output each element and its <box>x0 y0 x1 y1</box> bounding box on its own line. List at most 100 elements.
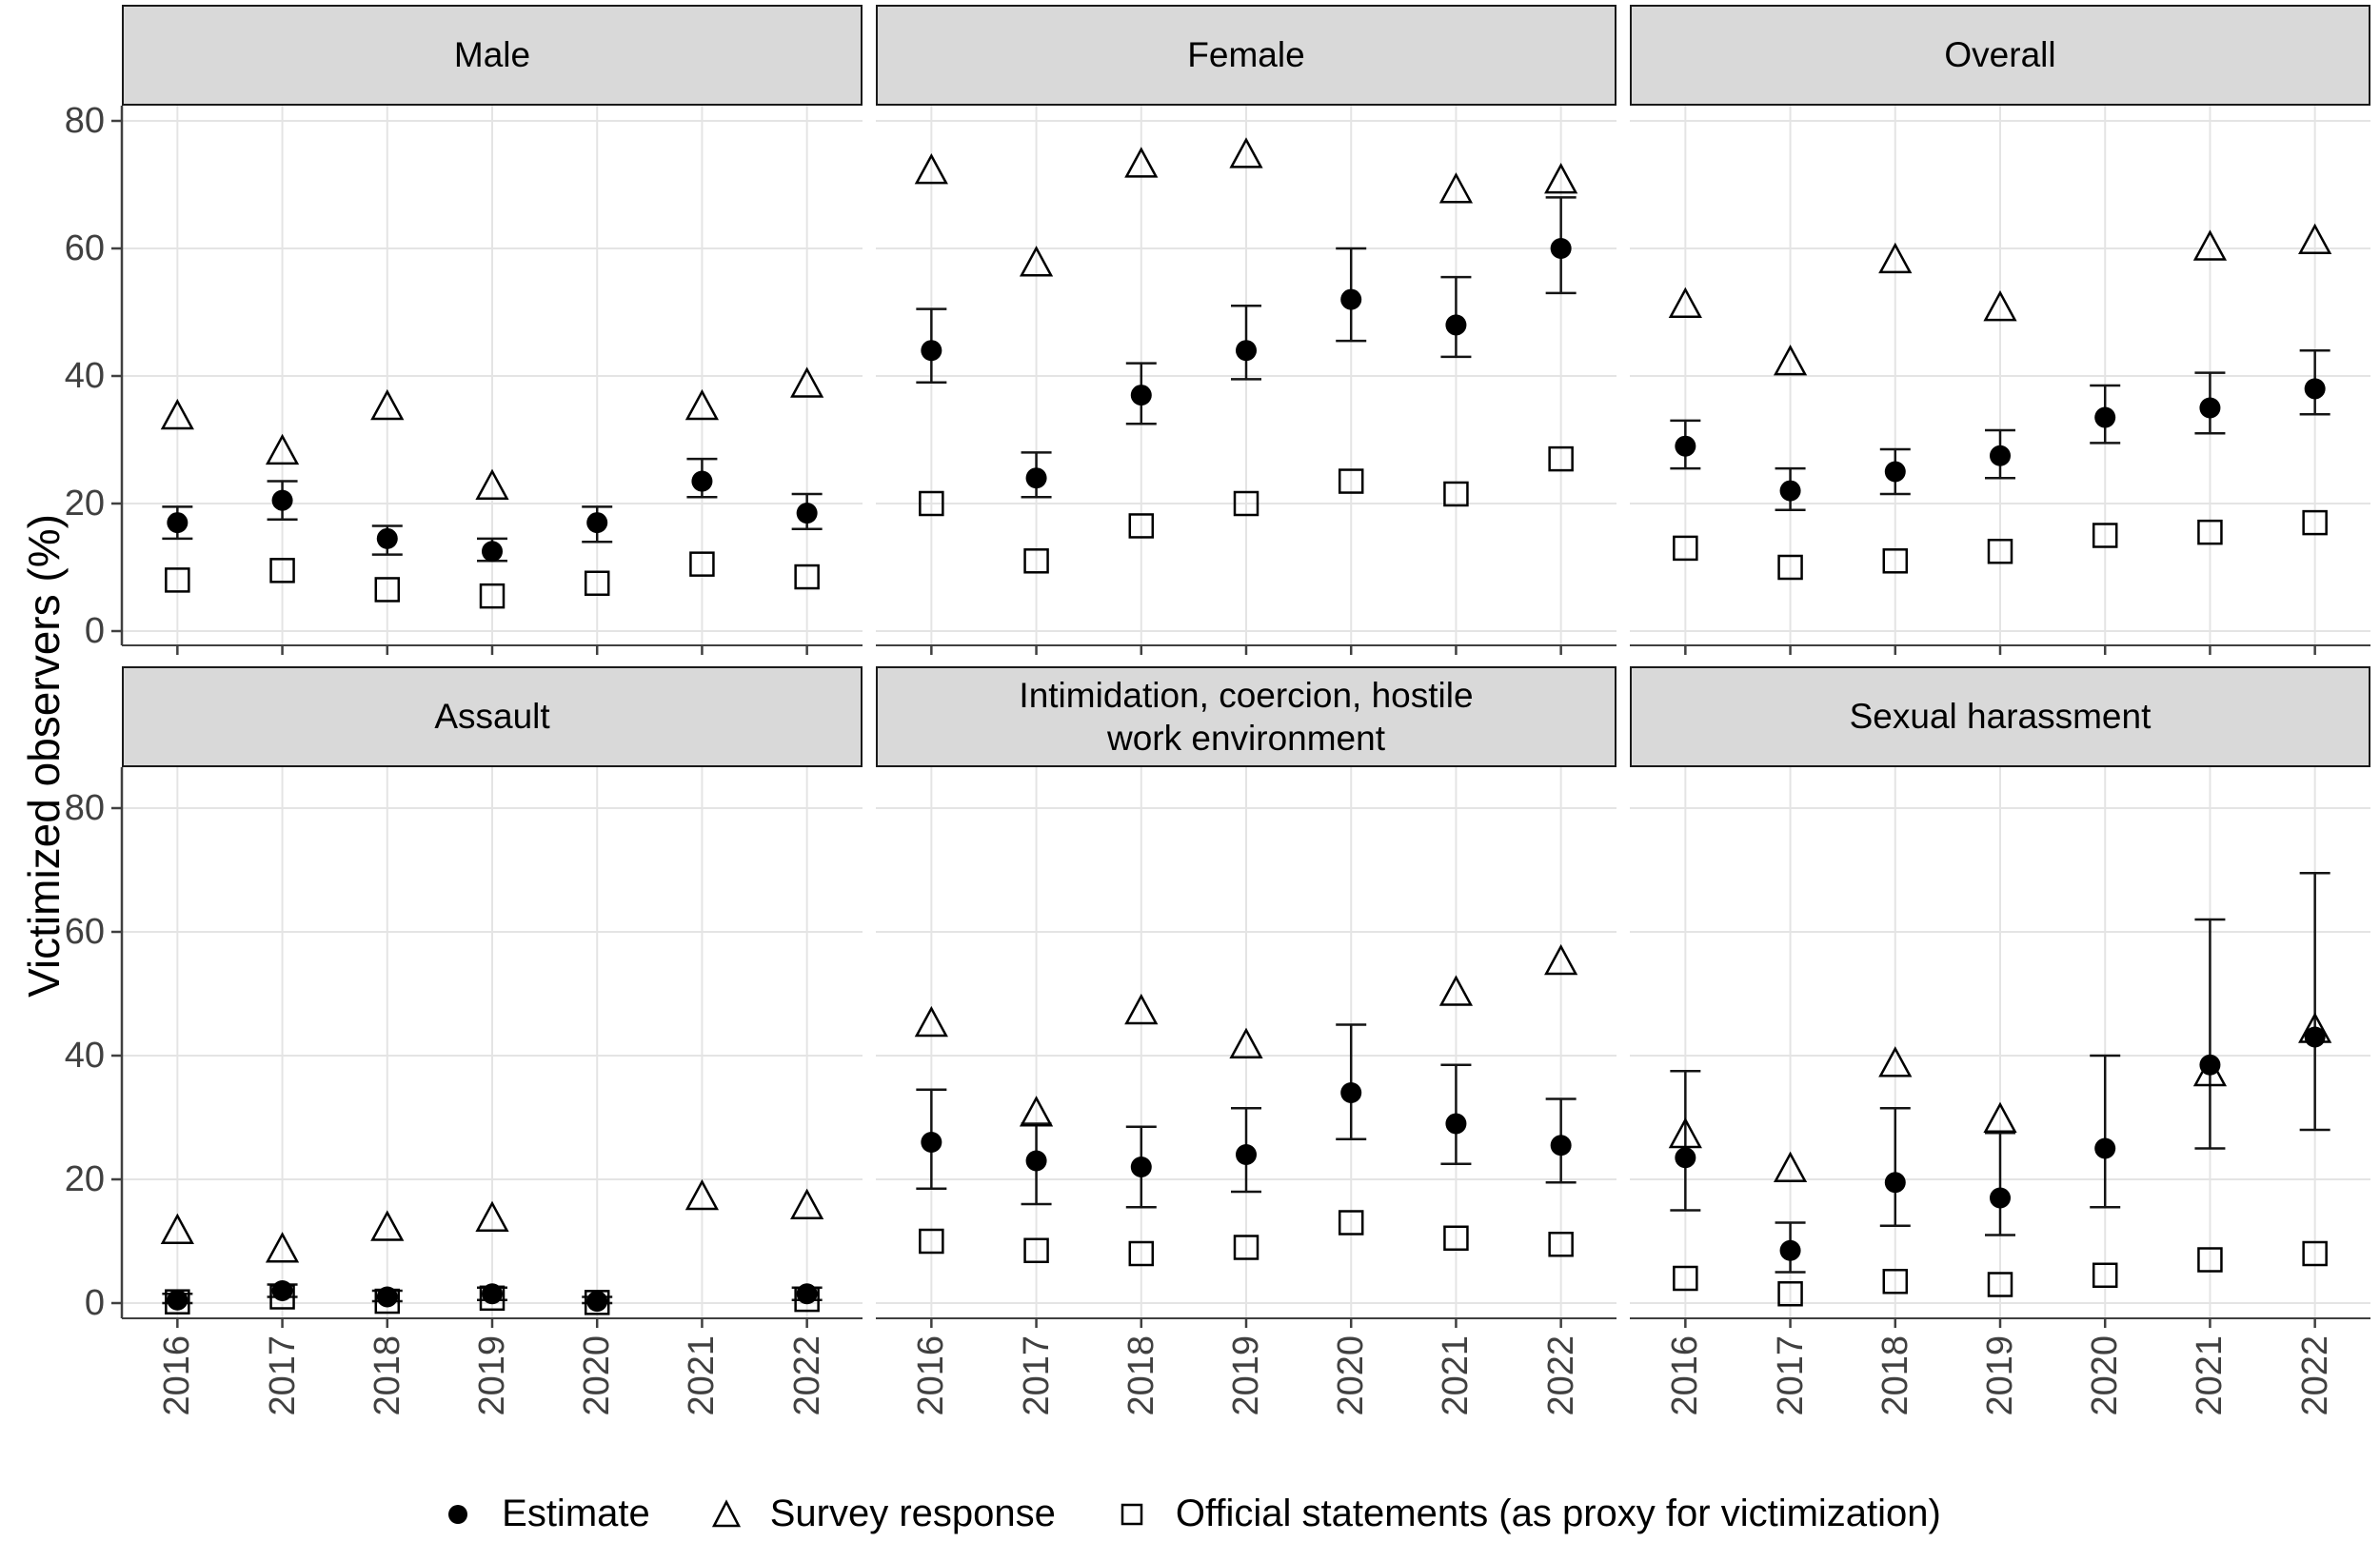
estimate-point <box>796 1283 818 1305</box>
official-statements-point <box>1882 1269 1909 1295</box>
x-tick-label-year: 2018 <box>1874 1335 1915 1416</box>
y-tick-label: 80 <box>64 101 105 141</box>
y-tick-label: 60 <box>64 912 105 952</box>
estimate-point <box>1445 314 1467 336</box>
estimate-point <box>2199 1054 2221 1076</box>
survey-response-point <box>914 152 948 185</box>
estimate-point <box>1675 435 1696 457</box>
official-statements-point <box>1443 1225 1469 1251</box>
estimate-point <box>586 512 608 534</box>
facet-strip-intimidation: Intimidation, coercion, hostile work env… <box>876 666 1616 767</box>
official-statements-point <box>689 551 715 577</box>
y-tick-label: 0 <box>84 611 105 651</box>
official-statements-point <box>1338 468 1364 494</box>
survey-response-point <box>160 398 194 430</box>
legend-item-estimate: Estimate <box>439 1493 650 1535</box>
official-statements-point <box>1023 1237 1049 1263</box>
official-statements-point <box>1338 1210 1364 1236</box>
legend-label-estimate: Estimate <box>502 1493 650 1534</box>
y-tick-label: 80 <box>64 788 105 828</box>
estimate-point <box>482 1283 503 1305</box>
official-statements-point <box>479 583 506 609</box>
x-tick-label-year: 2021 <box>1436 1335 1477 1416</box>
official-statements-point <box>584 1290 610 1315</box>
legend: Estimate Survey response Official statem… <box>0 1493 2380 1535</box>
survey-response-point <box>1019 246 1054 277</box>
x-tick-label-year: 2019 <box>1226 1335 1266 1416</box>
facet-strip-male: Male <box>122 5 863 106</box>
facet-strip-assault: Assault <box>122 666 863 767</box>
panel-background <box>876 106 1616 645</box>
y-tick-label: 60 <box>64 228 105 268</box>
official-statements-point <box>1548 1232 1574 1257</box>
estimate-point <box>482 541 503 563</box>
panel-background <box>1630 767 2370 1318</box>
survey-response-point <box>265 433 300 465</box>
survey-response-point <box>684 1178 720 1211</box>
x-tick-label-year: 2018 <box>367 1335 407 1416</box>
estimate-point <box>1130 1157 1152 1177</box>
estimate-point <box>2304 1026 2326 1048</box>
survey-response-point <box>2298 1012 2332 1043</box>
survey-response-point <box>790 1188 824 1219</box>
survey-response-point <box>1438 172 1474 204</box>
survey-response-point <box>370 388 405 421</box>
estimate-point <box>1340 288 1362 310</box>
official-statements-point <box>269 1284 295 1310</box>
y-tick-label: 0 <box>84 1283 105 1323</box>
survey-response-point <box>265 1232 300 1263</box>
panel-background <box>1630 106 2370 645</box>
official-statements-point <box>374 577 401 603</box>
official-statements-point <box>1443 481 1469 507</box>
official-statements-open-square-icon <box>1121 1503 1143 1525</box>
estimate-point <box>1025 1150 1047 1172</box>
official-statements-point <box>919 1228 944 1255</box>
estimate-point <box>796 503 818 524</box>
official-statements-point <box>1673 1265 1698 1292</box>
x-tick-label-year: 2020 <box>577 1335 618 1416</box>
x-tick-label-year: 2018 <box>1121 1335 1161 1416</box>
official-statements-point <box>1882 548 1909 574</box>
survey-response-point <box>160 1213 194 1244</box>
estimate-point <box>376 527 398 549</box>
survey-response-point <box>1124 147 1159 178</box>
official-statements-point <box>794 1286 820 1313</box>
x-tick-label-year: 2021 <box>682 1335 723 1416</box>
estimate-point <box>1779 480 1801 502</box>
estimate-point <box>2094 1137 2116 1159</box>
survey-response-point <box>1878 1046 1913 1078</box>
estimate-point <box>1340 1082 1362 1103</box>
estimate-point <box>1990 1187 2011 1209</box>
estimate-point <box>1884 461 1906 483</box>
y-tick-label: 40 <box>64 1036 105 1076</box>
official-statements-point <box>1673 535 1698 562</box>
estimate-point <box>1550 1135 1572 1157</box>
survey-response-point <box>1773 344 1808 376</box>
x-tick-label-year: 2019 <box>472 1335 512 1416</box>
official-statements-point <box>2092 523 2118 548</box>
official-statements-point <box>1987 1272 2013 1297</box>
legend-label-official-statements: Official statements (as proxy for victim… <box>1175 1493 1941 1534</box>
x-tick-label-year: 2022 <box>2294 1335 2335 1416</box>
x-tick-label-year: 2020 <box>2085 1335 2126 1416</box>
legend-item-survey-response: Survey response <box>707 1493 1056 1535</box>
official-statements-point <box>1777 1281 1803 1307</box>
estimate-point <box>167 512 188 534</box>
survey-response-point <box>1438 975 1474 1006</box>
survey-response-point <box>1983 290 2017 322</box>
official-statements-point <box>1023 548 1049 574</box>
estimate-point <box>1445 1113 1467 1135</box>
x-tick-label-year: 2016 <box>1665 1335 1706 1416</box>
official-statements-point <box>2092 1262 2118 1288</box>
panel-background <box>122 106 863 645</box>
x-tick-label-year: 2021 <box>2190 1335 2231 1416</box>
estimate-point <box>271 489 293 511</box>
survey-response-point <box>2192 229 2228 261</box>
official-statements-point <box>1128 513 1155 539</box>
survey-response-point <box>1544 943 1578 976</box>
estimate-point <box>167 1289 188 1311</box>
y-axis-title: Victimized observers (%) <box>19 514 69 998</box>
y-tick-label: 40 <box>64 356 105 396</box>
